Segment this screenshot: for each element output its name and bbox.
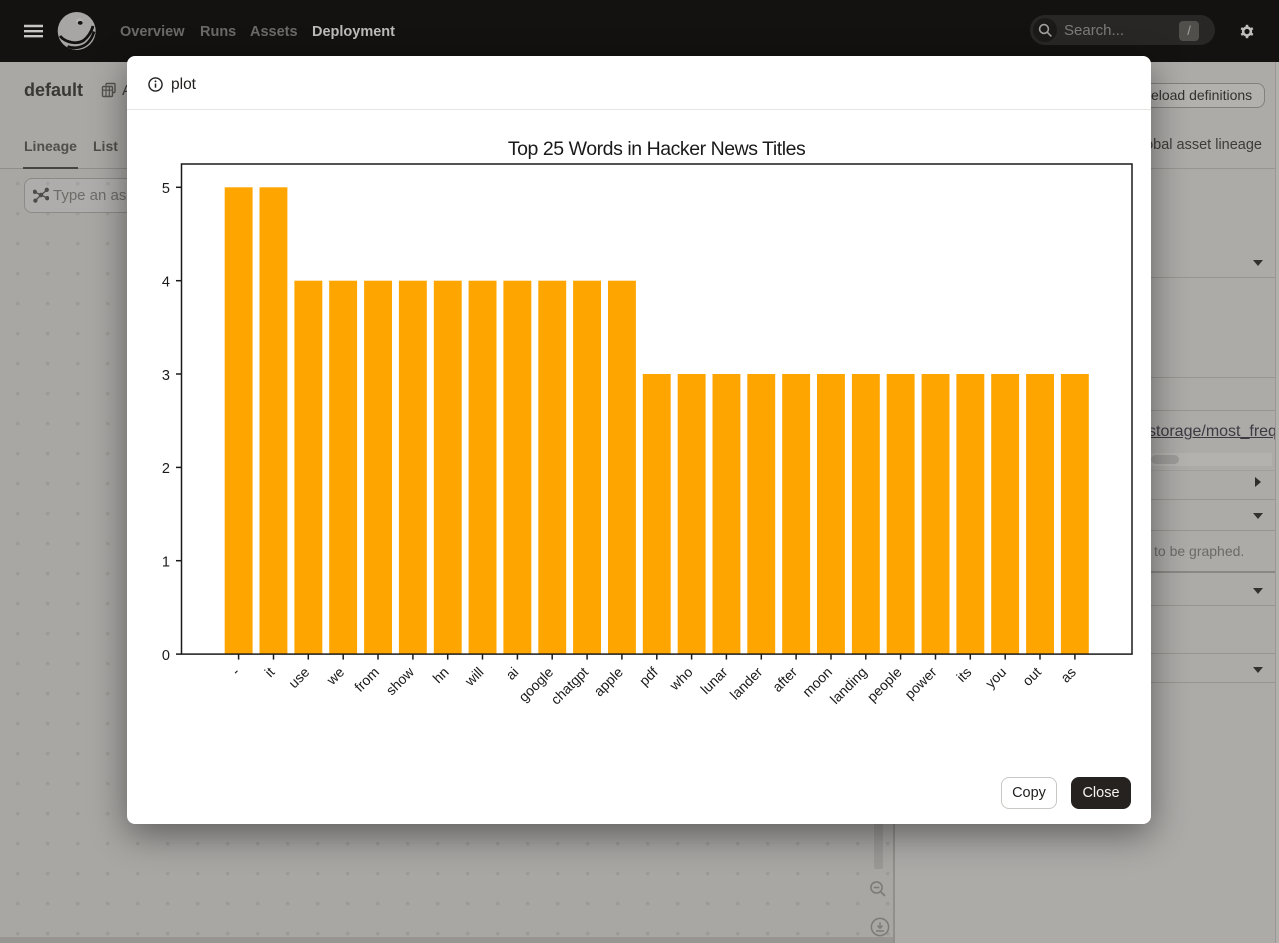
svg-text:5: 5 xyxy=(162,181,170,197)
svg-text:you: you xyxy=(982,664,1009,691)
svg-text:landing: landing xyxy=(827,664,870,707)
svg-text:as: as xyxy=(1057,664,1079,686)
svg-text:out: out xyxy=(1019,664,1044,689)
svg-text:2: 2 xyxy=(162,461,170,477)
svg-text:0: 0 xyxy=(162,648,170,664)
svg-text:lander: lander xyxy=(727,664,766,703)
svg-text:we: we xyxy=(323,664,348,689)
svg-text:from: from xyxy=(351,664,382,695)
svg-text:ai: ai xyxy=(502,664,521,683)
svg-text:4: 4 xyxy=(162,275,170,291)
svg-text:hn: hn xyxy=(429,664,451,686)
svg-text:who: who xyxy=(666,664,696,694)
svg-text:chatgpt: chatgpt xyxy=(547,664,591,708)
svg-text:use: use xyxy=(285,664,312,691)
svg-text:Top 25 Words in Hacker News Ti: Top 25 Words in Hacker News Titles xyxy=(508,138,806,160)
svg-text:-: - xyxy=(228,664,243,679)
svg-text:3: 3 xyxy=(162,368,170,384)
svg-text:pdf: pdf xyxy=(636,664,661,689)
svg-text:show: show xyxy=(383,663,418,698)
svg-text:power: power xyxy=(901,664,940,703)
svg-text:apple: apple xyxy=(590,664,626,700)
svg-text:its: its xyxy=(953,664,974,685)
svg-text:it: it xyxy=(261,664,277,680)
svg-text:after: after xyxy=(769,664,800,695)
svg-text:lunar: lunar xyxy=(697,664,731,698)
svg-text:1: 1 xyxy=(162,555,170,571)
svg-text:will: will xyxy=(461,664,487,690)
svg-text:people: people xyxy=(864,664,905,705)
